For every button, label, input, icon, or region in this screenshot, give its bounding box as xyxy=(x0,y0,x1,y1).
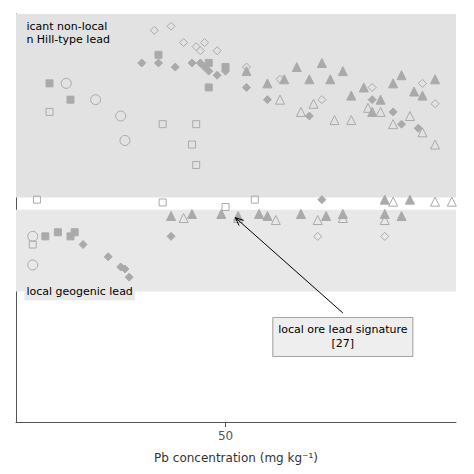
svg-text:icant non-local: icant non-local xyxy=(26,20,107,33)
svg-text:[27]: [27] xyxy=(332,337,355,350)
svg-text:local ore lead signature: local ore lead signature xyxy=(278,323,407,336)
svg-text:local geogenic lead: local geogenic lead xyxy=(26,285,132,298)
svg-text:50: 50 xyxy=(218,429,233,443)
svg-text:n Hill-type lead: n Hill-type lead xyxy=(26,33,110,46)
svg-text:Pb concentration (mg kg⁻¹): Pb concentration (mg kg⁻¹) xyxy=(154,451,318,465)
